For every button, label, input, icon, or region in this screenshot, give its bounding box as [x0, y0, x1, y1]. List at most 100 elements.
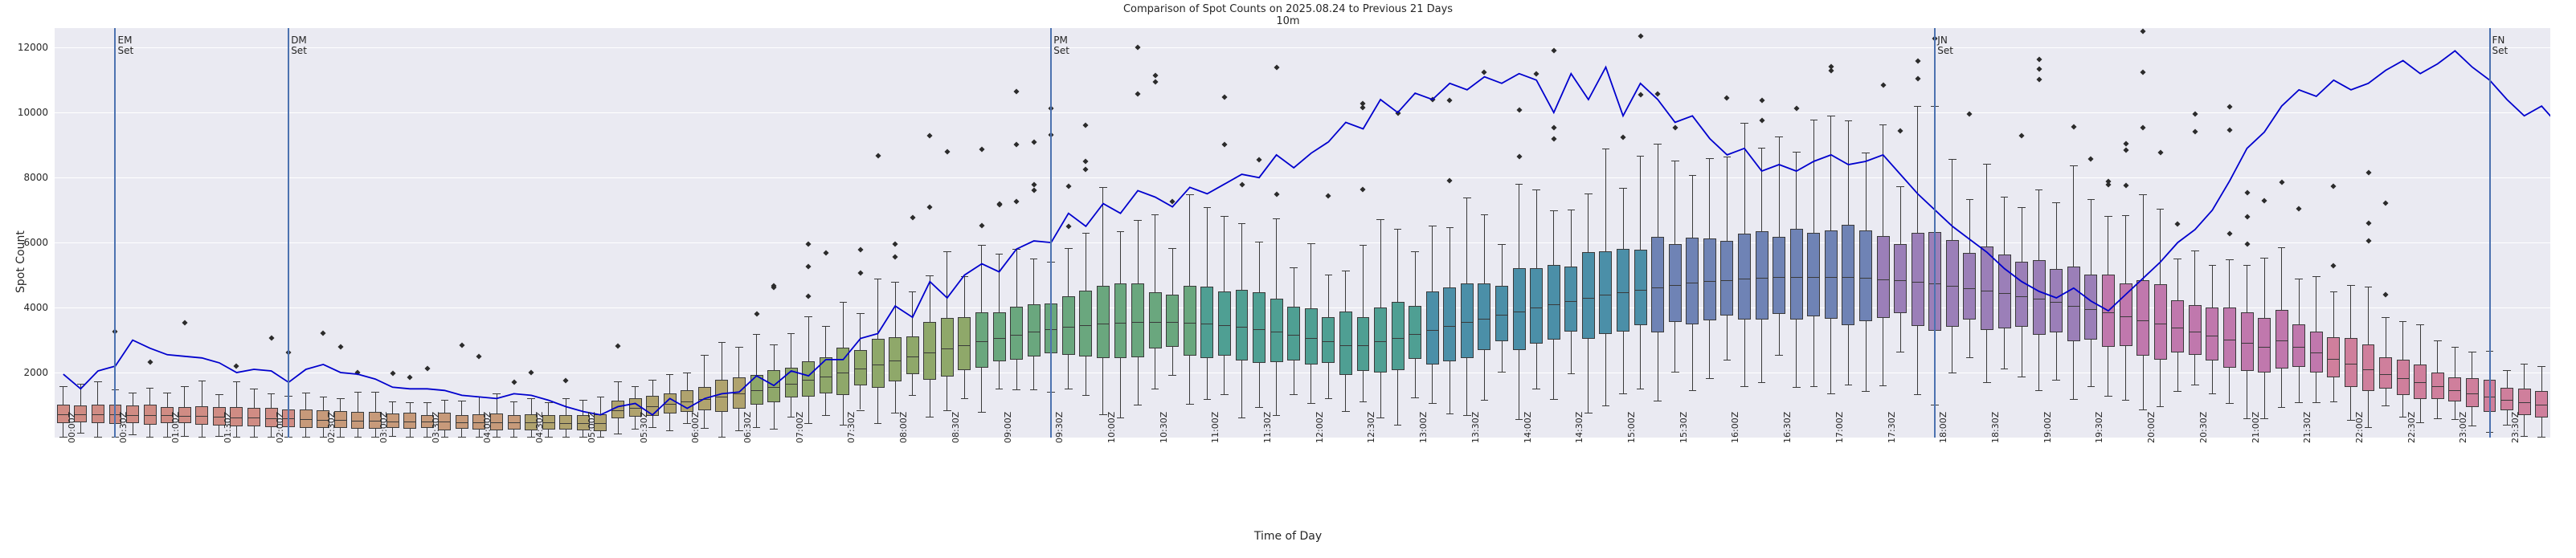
annotation-line-em: [114, 28, 117, 438]
whisker-cap: [1670, 372, 1679, 373]
whisker-cap: [388, 436, 397, 438]
whisker-cap: [1376, 218, 1384, 220]
whisker-cap: [2329, 401, 2338, 402]
whisker-cap: [2398, 321, 2407, 323]
whisker-cap: [475, 437, 484, 438]
y-tick-label: 8000: [23, 172, 48, 184]
median-line: [1322, 341, 1335, 343]
median-line: [143, 414, 157, 416]
median-line: [230, 417, 243, 418]
whisker-cap: [735, 430, 743, 432]
annotation-line-pm: [1050, 28, 1053, 438]
whisker-cap: [631, 386, 640, 388]
median-line: [472, 422, 486, 423]
whisker-cap: [527, 398, 535, 400]
annotation-label-line2: Set: [1937, 45, 1953, 56]
median-line: [525, 422, 538, 424]
box: [195, 406, 209, 426]
box: [958, 317, 971, 370]
box: [91, 404, 104, 424]
whisker-cap: [770, 428, 778, 430]
box: [1166, 295, 1180, 347]
whisker-cap: [1879, 124, 1887, 125]
gridline: [55, 242, 2550, 244]
x-tick-label: 13:00Z: [1418, 411, 1429, 443]
whisker-cap: [2537, 366, 2545, 368]
whisker-cap: [198, 437, 206, 438]
whisker-cap: [701, 355, 709, 356]
whisker-cap: [752, 333, 761, 335]
annotation-label-line1: DM: [291, 35, 307, 46]
whisker-cap: [1913, 394, 1922, 396]
median-line: [1010, 335, 1024, 336]
box: [472, 414, 486, 430]
median-line: [1339, 344, 1352, 346]
box: [1945, 240, 1959, 328]
whisker-cap: [1221, 215, 1229, 217]
x-tick-label: 05:00Z: [586, 411, 597, 443]
box: [2188, 305, 2202, 356]
box: [178, 407, 191, 424]
whisker-cap: [1862, 391, 1870, 392]
median-line: [1148, 321, 1162, 323]
median-line: [1235, 327, 1249, 328]
x-tick-label: 23:00Z: [2458, 411, 2469, 443]
x-tick-label: 09:30Z: [1054, 411, 1065, 443]
box: [1495, 285, 1509, 341]
box: [2015, 261, 2029, 328]
whisker-cap: [648, 427, 656, 429]
whisker-cap: [1186, 194, 1194, 196]
x-tick-label: 05:30Z: [638, 411, 649, 443]
box: [2414, 364, 2427, 399]
box: [1339, 312, 1352, 375]
x-tick-label: 10:30Z: [1158, 411, 1169, 443]
x-tick-label: 21:00Z: [2250, 411, 2261, 443]
whisker-cap: [509, 401, 518, 402]
median-line: [56, 414, 70, 416]
whisker-cap: [1359, 401, 1368, 402]
box: [1773, 236, 1786, 314]
box: [1079, 291, 1093, 356]
whisker-cap: [1237, 417, 1246, 418]
whisker-cap: [2156, 209, 2165, 210]
whisker-cap: [354, 392, 362, 393]
median-line: [247, 417, 261, 419]
box: [2136, 279, 2150, 356]
box: [1894, 243, 1907, 314]
whisker-cap: [908, 395, 917, 397]
whisker-cap: [1965, 199, 1974, 201]
box: [1512, 267, 1526, 351]
x-tick-label: 14:30Z: [1574, 411, 1585, 443]
whisker-cap: [2208, 393, 2217, 394]
whisker-cap: [579, 399, 587, 401]
whisker-cap: [2018, 206, 2026, 208]
whisker-cap: [301, 437, 310, 438]
whisker-cap: [1186, 403, 1194, 405]
whisker-cap: [1290, 394, 1298, 396]
whisker-cap: [839, 424, 848, 426]
whisker-cap: [718, 342, 726, 344]
median-line: [1859, 278, 1872, 279]
median-line: [1963, 287, 1977, 289]
median-line: [1114, 322, 1127, 324]
whisker-cap: [2260, 257, 2268, 259]
box: [2067, 266, 2080, 341]
gridline: [55, 112, 2550, 114]
whisker-cap: [1688, 175, 1697, 177]
whisker-cap: [2070, 398, 2078, 400]
whisker-cap: [2312, 275, 2320, 277]
box: [2050, 269, 2063, 332]
whisker-cap: [718, 436, 726, 438]
median-line: [1564, 300, 1578, 302]
whisker-cap: [1306, 403, 1315, 405]
annotation-label-line2: Set: [291, 45, 307, 56]
whisker-cap: [665, 430, 674, 432]
median-line: [1409, 333, 1422, 335]
box: [542, 414, 555, 430]
whisker-cap: [1636, 156, 1645, 157]
box: [889, 336, 902, 382]
whisker-cap: [1203, 207, 1212, 209]
whisker-cap: [2537, 437, 2545, 438]
box: [853, 349, 867, 386]
annotation-label-line2: Set: [2492, 45, 2509, 56]
